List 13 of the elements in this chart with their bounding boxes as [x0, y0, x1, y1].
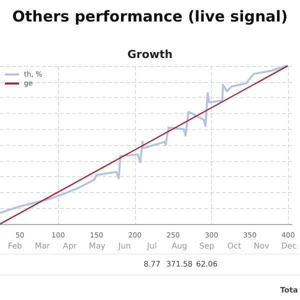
chart-subtitle: Growth: [127, 48, 173, 61]
text: Aug: [172, 242, 188, 250]
text: May: [88, 242, 106, 250]
text: Nov: [254, 242, 270, 250]
text: Feb: [8, 242, 22, 250]
text: Dec: [281, 242, 297, 250]
text: Mar: [34, 242, 51, 250]
text: Jul: [146, 242, 157, 250]
text: Apr: [62, 242, 78, 250]
chart-title: Others performance (live signal): [12, 8, 288, 26]
text: Sep: [199, 242, 214, 250]
text: Oct: [227, 242, 242, 250]
text: Jun: [117, 242, 131, 250]
